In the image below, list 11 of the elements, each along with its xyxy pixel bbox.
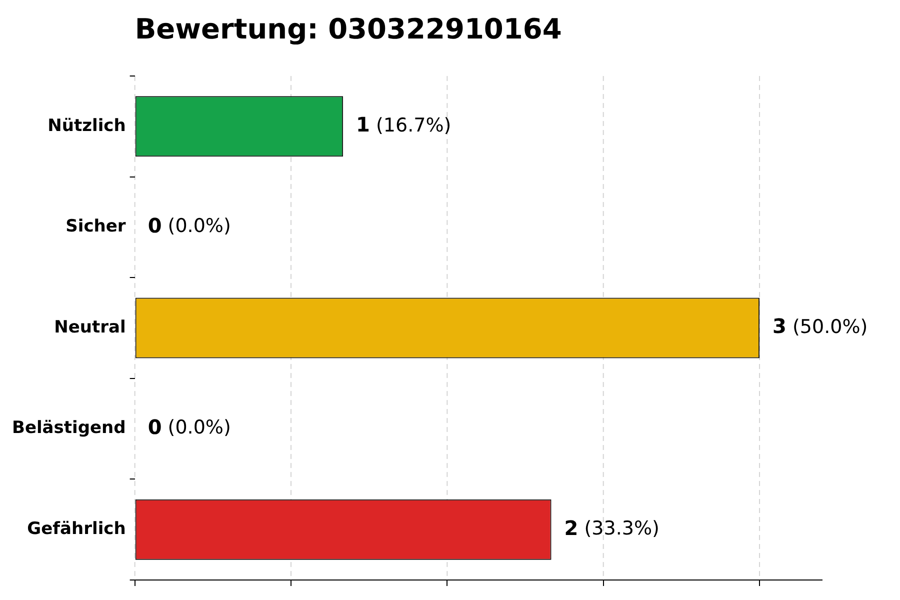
y-tick-label: Gefährlich	[27, 519, 126, 540]
y-tick-label: Sicher	[66, 216, 126, 237]
data-label: 2 (33.3%)	[564, 516, 660, 540]
data-label: 1 (16.7%)	[356, 112, 452, 137]
data-label: 3 (50.0%)	[772, 314, 868, 338]
y-tick-label: Belästigend	[12, 418, 126, 438]
chart-title: Bewertung: 030322910164	[134, 12, 562, 46]
data-label: 0 (0.0%)	[148, 415, 231, 440]
y-tick-label: Neutral	[54, 317, 126, 338]
y-tick-label: Nützlich	[48, 116, 126, 136]
data-label: 0 (0.0%)	[148, 213, 231, 238]
